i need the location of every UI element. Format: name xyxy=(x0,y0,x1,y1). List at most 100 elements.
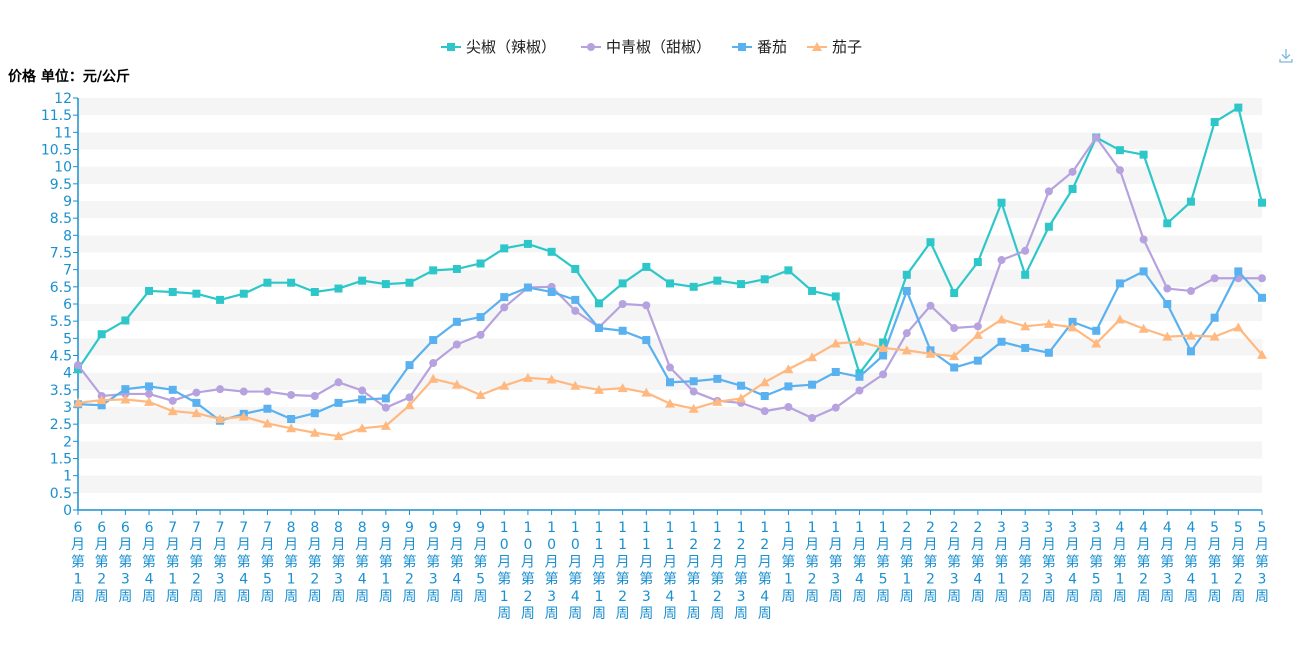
data-point[interactable] xyxy=(546,374,557,384)
data-point[interactable] xyxy=(192,388,201,397)
data-point[interactable] xyxy=(452,317,461,326)
data-point[interactable] xyxy=(358,276,367,285)
data-point[interactable] xyxy=(238,411,249,421)
data-point[interactable] xyxy=(357,423,368,433)
data-point[interactable] xyxy=(500,293,509,302)
data-point[interactable] xyxy=(878,342,889,352)
data-point[interactable] xyxy=(1139,235,1148,244)
data-point[interactable] xyxy=(262,418,273,428)
data-point[interactable] xyxy=(571,306,580,315)
data-point[interactable] xyxy=(215,414,226,424)
data-point[interactable] xyxy=(1068,317,1077,326)
data-point[interactable] xyxy=(216,385,225,394)
data-point[interactable] xyxy=(476,313,485,322)
data-point[interactable] xyxy=(737,280,746,289)
data-point[interactable] xyxy=(310,287,319,296)
data-point[interactable] xyxy=(1068,167,1077,176)
data-point[interactable] xyxy=(1234,267,1243,276)
data-point[interactable] xyxy=(950,324,959,333)
data-point[interactable] xyxy=(642,301,651,310)
data-point[interactable] xyxy=(618,300,627,308)
data-point[interactable] xyxy=(476,259,485,268)
data-point[interactable] xyxy=(784,266,793,275)
data-point[interactable] xyxy=(1021,343,1030,352)
data-point[interactable] xyxy=(1209,331,1220,341)
data-point[interactable] xyxy=(997,337,1006,346)
data-point[interactable] xyxy=(96,395,107,405)
data-point[interactable] xyxy=(925,348,936,358)
data-point[interactable] xyxy=(120,394,131,404)
data-point[interactable] xyxy=(500,303,509,312)
legend-item[interactable]: 中青椒（甜椒） xyxy=(581,38,711,56)
data-point[interactable] xyxy=(145,286,154,295)
data-point[interactable] xyxy=(1258,198,1266,207)
data-point[interactable] xyxy=(1021,270,1030,279)
data-point[interactable] xyxy=(522,372,533,382)
data-point[interactable] xyxy=(713,374,722,383)
data-point[interactable] xyxy=(831,367,840,376)
data-point[interactable] xyxy=(263,404,272,413)
data-point[interactable] xyxy=(167,406,178,416)
data-point[interactable] xyxy=(996,314,1007,324)
data-point[interactable] xyxy=(239,289,248,298)
data-point[interactable] xyxy=(1115,166,1124,175)
data-point[interactable] xyxy=(1092,326,1101,335)
data-point[interactable] xyxy=(263,278,272,287)
data-point[interactable] xyxy=(926,238,935,247)
data-point[interactable] xyxy=(523,239,532,248)
data-point[interactable] xyxy=(879,338,888,347)
data-point[interactable] xyxy=(1258,274,1266,283)
data-point[interactable] xyxy=(808,413,817,422)
data-point[interactable] xyxy=(902,329,911,338)
data-point[interactable] xyxy=(642,262,651,271)
data-point[interactable] xyxy=(1068,184,1077,193)
data-point[interactable] xyxy=(334,378,343,387)
data-point[interactable] xyxy=(452,264,461,273)
data-point[interactable] xyxy=(1092,133,1101,142)
data-point[interactable] xyxy=(855,386,864,395)
data-point[interactable] xyxy=(760,407,769,416)
data-point[interactable] xyxy=(287,415,296,424)
legend-item[interactable]: 茄子 xyxy=(807,38,862,56)
data-point[interactable] xyxy=(926,301,935,310)
data-point[interactable] xyxy=(641,387,652,397)
data-point[interactable] xyxy=(1210,118,1219,127)
data-point[interactable] xyxy=(1186,197,1195,206)
data-point[interactable] xyxy=(736,393,747,403)
data-point[interactable] xyxy=(309,427,320,437)
data-point[interactable] xyxy=(145,382,154,391)
data-point[interactable] xyxy=(73,397,83,407)
data-point[interactable] xyxy=(1162,331,1173,341)
data-point[interactable] xyxy=(1210,274,1219,283)
data-point[interactable] xyxy=(428,373,439,383)
data-point[interactable] xyxy=(380,420,391,430)
data-point[interactable] xyxy=(1186,347,1195,356)
data-point[interactable] xyxy=(1021,246,1030,255)
data-point[interactable] xyxy=(97,330,106,339)
data-point[interactable] xyxy=(571,264,580,273)
data-point[interactable] xyxy=(760,392,769,401)
data-point[interactable] xyxy=(547,247,556,256)
data-point[interactable] xyxy=(973,356,982,365)
data-point[interactable] xyxy=(191,408,202,418)
data-point[interactable] xyxy=(310,392,319,401)
data-point[interactable] xyxy=(1258,293,1266,302)
data-point[interactable] xyxy=(358,395,367,404)
data-point[interactable] xyxy=(1257,349,1267,359)
data-point[interactable] xyxy=(121,385,130,394)
data-point[interactable] xyxy=(310,409,319,418)
data-point[interactable] xyxy=(192,289,201,298)
data-point[interactable] xyxy=(737,381,746,390)
data-point[interactable] xyxy=(808,286,817,295)
data-point[interactable] xyxy=(689,377,698,386)
data-point[interactable] xyxy=(902,286,911,295)
data-point[interactable] xyxy=(1210,313,1219,322)
data-point[interactable] xyxy=(168,287,177,296)
data-point[interactable] xyxy=(1091,338,1102,348)
data-point[interactable] xyxy=(666,279,674,288)
data-point[interactable] xyxy=(1114,314,1125,324)
data-point[interactable] xyxy=(1233,322,1244,332)
data-point[interactable] xyxy=(570,380,581,390)
data-point[interactable] xyxy=(74,361,82,370)
download-icon[interactable] xyxy=(1278,47,1294,64)
